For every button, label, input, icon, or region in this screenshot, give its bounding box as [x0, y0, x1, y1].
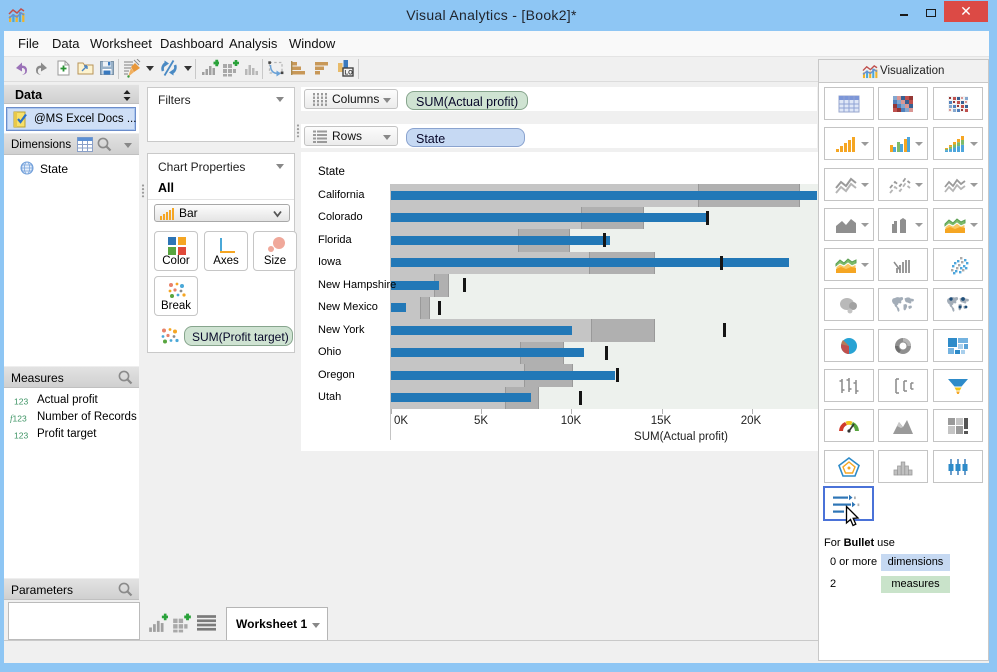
svg-text:LO: LO: [345, 71, 354, 77]
svg-text:f123: f123: [10, 414, 27, 424]
svg-text:123: 123: [14, 431, 28, 441]
svg-text:123: 123: [14, 397, 28, 407]
